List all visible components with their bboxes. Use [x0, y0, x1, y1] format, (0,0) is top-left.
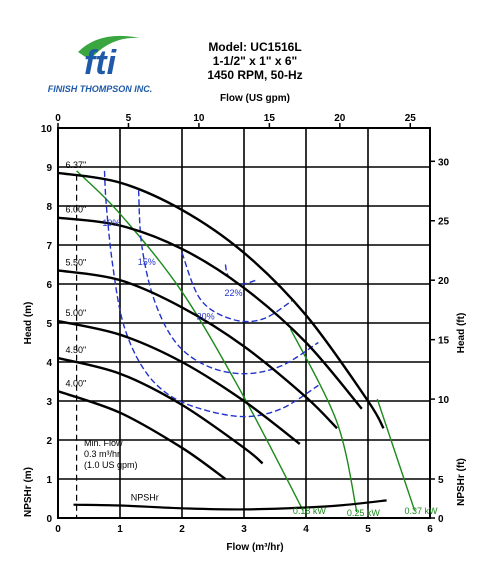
x-tick-label: 2: [179, 524, 185, 535]
y-axis-right-label: Head (ft): [456, 313, 467, 354]
impeller-curve-label: 5.00": [65, 308, 86, 318]
impeller-curve-label: 6.00": [65, 205, 86, 215]
company-logo: fti FINISH THOMPSON INC.: [48, 35, 153, 94]
y-right-tick-label: 15: [438, 336, 450, 347]
npshr-curve: [73, 499, 387, 511]
x-tick-label: 4: [303, 524, 309, 535]
chart-title: Model: UC1516L 1-1/2" x 1" x 6" 1450 RPM…: [207, 40, 302, 82]
y-tick-label: 7: [46, 241, 52, 252]
impeller-curve: [57, 319, 301, 445]
min-flow-label: (1.0 US gpm): [84, 460, 138, 470]
npshr-right-label: NPSHr (ft): [456, 458, 467, 506]
x-axis-label: Flow (m³/hr): [226, 542, 283, 553]
x2-tick-label: 5: [126, 113, 132, 124]
x2-tick-label: 15: [264, 113, 276, 124]
title-line-1: Model: UC1516L: [208, 40, 301, 54]
y-right-tick-label: 10: [438, 395, 450, 406]
power-curve-label: 0.37 kW: [405, 506, 439, 516]
efficiency-curve-label: 22%: [225, 288, 243, 298]
y-right-tick-label: 30: [438, 157, 450, 168]
power-curve-label: 0.25 kW: [347, 508, 381, 518]
efficiency-curve: [181, 252, 294, 323]
x2-tick-label: 25: [405, 113, 417, 124]
x-tick-label: 5: [365, 524, 371, 535]
x-tick-label: 6: [427, 524, 433, 535]
efficiency-curve-label: 20%: [197, 312, 215, 322]
npshr-right-tick-label: 5: [438, 475, 444, 486]
curve-labels: 0.18 kW 0.25 kW 0.37 kW 10% 15% 20% 22% 6.37" 6.…: [65, 160, 438, 518]
y-tick-label: 4: [46, 358, 52, 369]
npshr-left-label: NPSHr (m): [23, 467, 34, 517]
impeller-curve-label: 4.00": [65, 378, 86, 388]
impeller-curve: [57, 216, 363, 410]
x2-tick-label: 20: [334, 113, 346, 124]
y-tick-label: 5: [46, 319, 52, 330]
impeller-curve-label: 5.50": [65, 257, 86, 267]
npshr-right-tick-label: 0: [438, 514, 444, 525]
npshr-curve-label: NPSHr: [131, 493, 159, 503]
x2-axis-label: Flow (US gpm): [220, 93, 290, 104]
npshr-left-tick-label: 0: [46, 514, 52, 525]
power-curve: [376, 398, 416, 511]
impeller-curve-label: 4.50": [65, 345, 86, 355]
x2-tick-label: 10: [193, 113, 205, 124]
min-flow-label: Min. Flow: [84, 438, 123, 448]
impeller-curve: [57, 269, 338, 430]
y-tick-label: 9: [46, 163, 52, 174]
title-line-3: 1450 RPM, 50-Hz: [207, 68, 302, 82]
y-tick-label: 2: [46, 436, 52, 447]
logo-swoosh: [78, 35, 140, 60]
logo-company: FINISH THOMPSON INC.: [48, 84, 153, 94]
y-tick-label: 3: [46, 397, 52, 408]
y-tick-label: 8: [46, 202, 52, 213]
power-curve: [76, 170, 304, 511]
efficiency-curve: [137, 190, 319, 375]
power-curve: [289, 328, 358, 513]
impeller-curve: [57, 171, 385, 429]
logo-mark: fti: [84, 44, 118, 82]
tick-labels: 0 1 2 3 4 5 60 5 10 15 20 2512345678910010152025300…: [41, 113, 450, 535]
y-tick-label: 1: [46, 475, 52, 486]
y-right-tick-label: 25: [438, 217, 450, 228]
x-tick-label: 1: [117, 524, 123, 535]
y-axis-label: Head (m): [23, 302, 34, 345]
x2-tick-label: 0: [55, 113, 61, 124]
power-curve-label: 0.18 kW: [293, 506, 327, 516]
x-tick-label: 3: [241, 524, 247, 535]
y-right-tick-label: 20: [438, 276, 450, 287]
impeller-curve-label: 6.37": [65, 160, 86, 170]
efficiency-curve: [224, 264, 257, 285]
efficiency-curve-label: 15%: [138, 257, 156, 267]
y-tick-label: 6: [46, 280, 52, 291]
x-tick-label: 0: [55, 524, 61, 535]
title-line-2: 1-1/2" x 1" x 6": [213, 54, 297, 68]
data-curves: [57, 170, 416, 518]
efficiency-curve-label: 10%: [102, 218, 120, 228]
impeller-curve: [57, 390, 227, 480]
y-tick-label: 10: [41, 124, 53, 135]
min-flow-label: 0.3 m³/hr: [84, 449, 120, 459]
impeller-curve: [57, 356, 264, 465]
